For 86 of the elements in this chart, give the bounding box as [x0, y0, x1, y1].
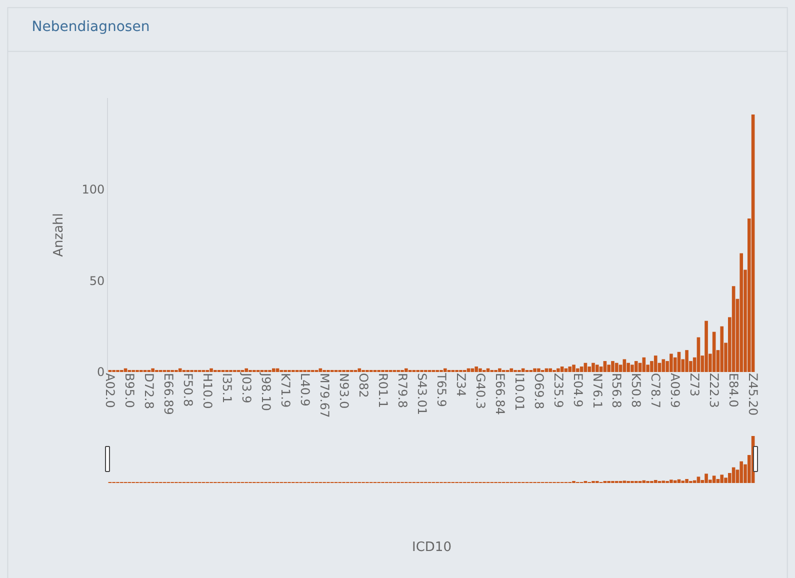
x-tick-label: K50.8: [629, 373, 644, 408]
bar: [556, 368, 560, 372]
bar: [662, 359, 666, 372]
bar: [533, 368, 536, 372]
x-tick-label: R01.1: [376, 373, 390, 408]
bar: [548, 368, 552, 372]
bar: [210, 368, 213, 372]
x-tick-label: L40.9: [298, 373, 312, 406]
bar: [404, 368, 408, 372]
bar: [720, 326, 724, 372]
x-tick-label: O69.8: [532, 373, 546, 410]
x-tick-label: E04.9: [570, 373, 585, 408]
bar: [498, 368, 502, 372]
bar: [358, 368, 362, 372]
bar: [704, 320, 708, 372]
x-tick-label: H10.0: [200, 373, 214, 409]
bar: [580, 366, 584, 372]
y-tick-label: 0: [96, 365, 105, 380]
bar: [751, 114, 755, 372]
bar: [611, 361, 614, 372]
x-tick-label: F50.8: [181, 373, 195, 407]
bar: [670, 354, 673, 372]
bar: [592, 362, 595, 372]
bar: [677, 352, 681, 372]
bar: [178, 368, 182, 372]
x-tick-label: Z34: [454, 373, 468, 396]
bar: [626, 362, 630, 372]
bar: [521, 368, 525, 372]
x-tick-label: G40.3: [473, 373, 488, 410]
x-tick-label: N76.1: [590, 373, 604, 409]
x-tick-label: Z73: [688, 373, 702, 396]
x-tick-label: T65.9: [434, 372, 448, 408]
bar: [572, 364, 576, 372]
bar: [630, 364, 634, 372]
x-tick-label: E66.84: [492, 373, 507, 415]
y-tick-label: 100: [82, 182, 105, 197]
bar: [685, 350, 688, 372]
bar: [634, 361, 638, 372]
bar: [588, 366, 592, 372]
bar: [595, 364, 599, 372]
x-tick-label: J98.10: [258, 372, 273, 411]
text: ICD10: [412, 540, 452, 555]
x-tick-label: E66.89: [162, 373, 176, 415]
y-tick-label: 50: [89, 274, 105, 288]
x-tick-label: D72.8: [142, 373, 156, 409]
bar: [474, 366, 478, 372]
x-tick-label: B95.0: [122, 373, 137, 408]
bar: [272, 368, 276, 372]
bar: [732, 286, 736, 372]
bar: [642, 357, 646, 372]
bar: [244, 368, 248, 372]
x-tick-label: O82: [356, 373, 370, 398]
x-tick-label: C78.7: [648, 373, 663, 408]
bar: [537, 368, 540, 372]
bar: [443, 368, 447, 372]
x-tick-label: M79.67: [317, 373, 332, 418]
bar: [603, 361, 607, 372]
bar: [607, 364, 610, 372]
x-tick-label: A02.0: [103, 373, 118, 408]
x-tick-label: Z35.9: [551, 373, 566, 408]
bar: [576, 368, 580, 372]
y-axis-title: Anzahl: [52, 213, 67, 257]
bar: [151, 368, 154, 372]
bar: [712, 332, 716, 372]
x-tick-label: Z45.20: [746, 373, 760, 416]
bar: [654, 356, 658, 372]
bar: [740, 253, 744, 372]
bar: [510, 368, 514, 372]
x-tick-label: J03.9: [239, 372, 254, 404]
bar: [696, 337, 700, 372]
x-tick-label: R56.8: [610, 373, 624, 408]
x-tick-label: K71.9: [278, 373, 292, 408]
bar: [560, 366, 564, 372]
x-tick-label: Z22.3: [707, 373, 722, 408]
bar: [614, 362, 618, 372]
x-tick-label: A09.9: [668, 373, 682, 408]
chart-title: Nebendiagnosen: [32, 18, 150, 35]
x-tick-label: E84.0: [726, 373, 741, 408]
x-tick-label: S43.01: [414, 373, 429, 415]
bar: [478, 368, 482, 372]
bar: [622, 359, 626, 372]
x-tick-label: N93.0: [336, 373, 351, 409]
x-tick-label: R79.8: [395, 373, 410, 408]
x-tick-label: I35.1: [220, 373, 234, 404]
bar: [568, 366, 572, 372]
x-tick-label: I10.01: [512, 373, 526, 411]
